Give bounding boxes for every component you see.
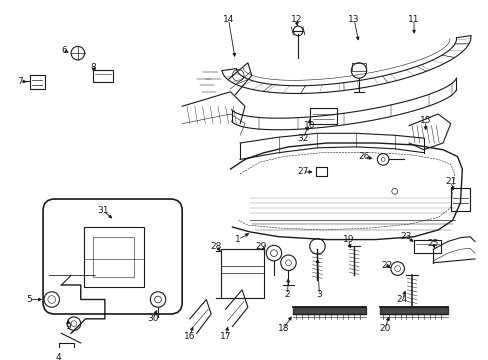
Text: 12: 12 [290,15,301,24]
Text: 19: 19 [342,235,353,244]
Text: 16: 16 [184,332,195,341]
Text: 17: 17 [220,332,231,341]
Text: 23: 23 [400,232,411,241]
Text: 15: 15 [419,116,430,125]
Text: 30: 30 [147,314,159,323]
Text: 24: 24 [396,295,407,304]
Text: 7: 7 [17,77,23,86]
Text: 28: 28 [210,242,221,251]
Text: 10: 10 [304,121,315,130]
Text: 26: 26 [357,152,369,161]
Text: 27: 27 [297,167,308,176]
Text: 14: 14 [223,15,234,24]
Text: 25: 25 [427,239,438,248]
Text: 1: 1 [235,235,241,244]
Text: 18: 18 [277,324,289,333]
Text: 6: 6 [61,46,67,55]
Text: 2: 2 [284,290,290,299]
Text: 8: 8 [90,63,96,72]
Text: 4: 4 [56,353,61,360]
Text: 9: 9 [65,322,71,331]
Text: 20: 20 [379,324,390,333]
Text: 29: 29 [255,242,266,251]
Text: 5: 5 [27,295,32,304]
Text: 32: 32 [297,134,308,143]
Text: 3: 3 [316,290,322,299]
Text: 21: 21 [444,177,455,186]
Text: 13: 13 [347,15,359,24]
Text: 11: 11 [407,15,419,24]
Text: 31: 31 [97,206,108,215]
Text: 22: 22 [381,261,392,270]
